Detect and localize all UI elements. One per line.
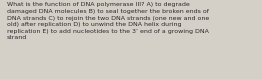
Text: What is the function of DNA polymerase III? A) to degrade
damaged DNA molecules : What is the function of DNA polymerase I… xyxy=(7,2,209,40)
